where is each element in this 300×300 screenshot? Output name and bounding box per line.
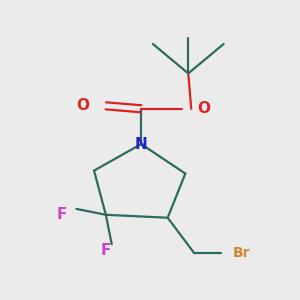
Text: F: F (56, 207, 67, 222)
Text: O: O (197, 101, 210, 116)
Text: O: O (76, 98, 89, 113)
Text: N: N (135, 136, 148, 152)
Text: Br: Br (232, 246, 250, 260)
Text: F: F (100, 243, 111, 258)
